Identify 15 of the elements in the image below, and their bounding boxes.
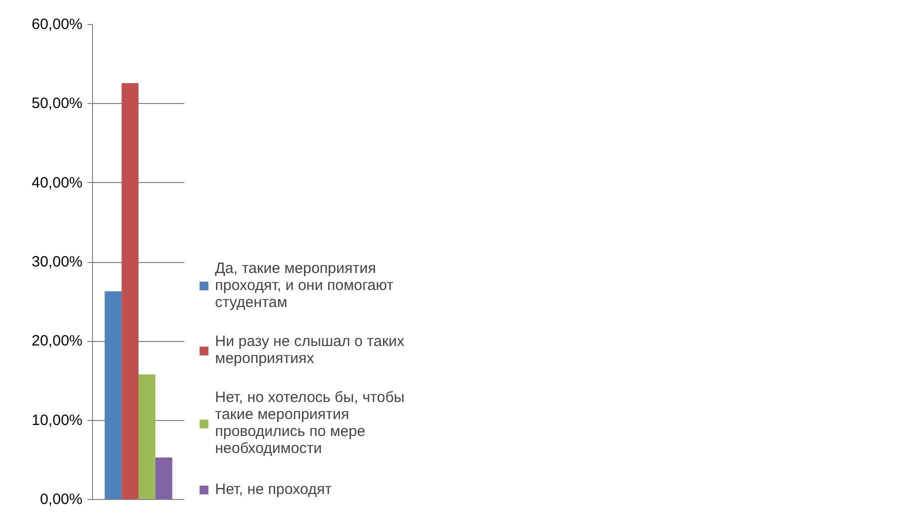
bar: [122, 83, 138, 500]
bar: [138, 374, 156, 500]
y-tick-label: 40,00%: [32, 174, 82, 192]
y-tick-label: 0,00%: [40, 491, 83, 508]
y-tick-label: 30,00%: [32, 254, 82, 270]
legend-label: Да, такие мероприятия проходят, и они помогают студентам: [215, 260, 394, 311]
bar: [155, 458, 172, 500]
legend-label: Нет, но хотелось бы, чтобы такие мероприятия проводились по мере необходимости: [215, 389, 405, 457]
y-tick-label: 50,00%: [32, 95, 82, 112]
legend-label: Ни разу не слышал о таких мероприятиях: [215, 333, 404, 367]
legend-label: Нет, не проходят: [215, 480, 332, 499]
y-tick-label: 60,00%: [32, 16, 82, 33]
y-tick-label: 20,00%: [32, 332, 82, 350]
y-tick-label: 10,00%: [32, 412, 82, 429]
bar: [104, 291, 122, 500]
